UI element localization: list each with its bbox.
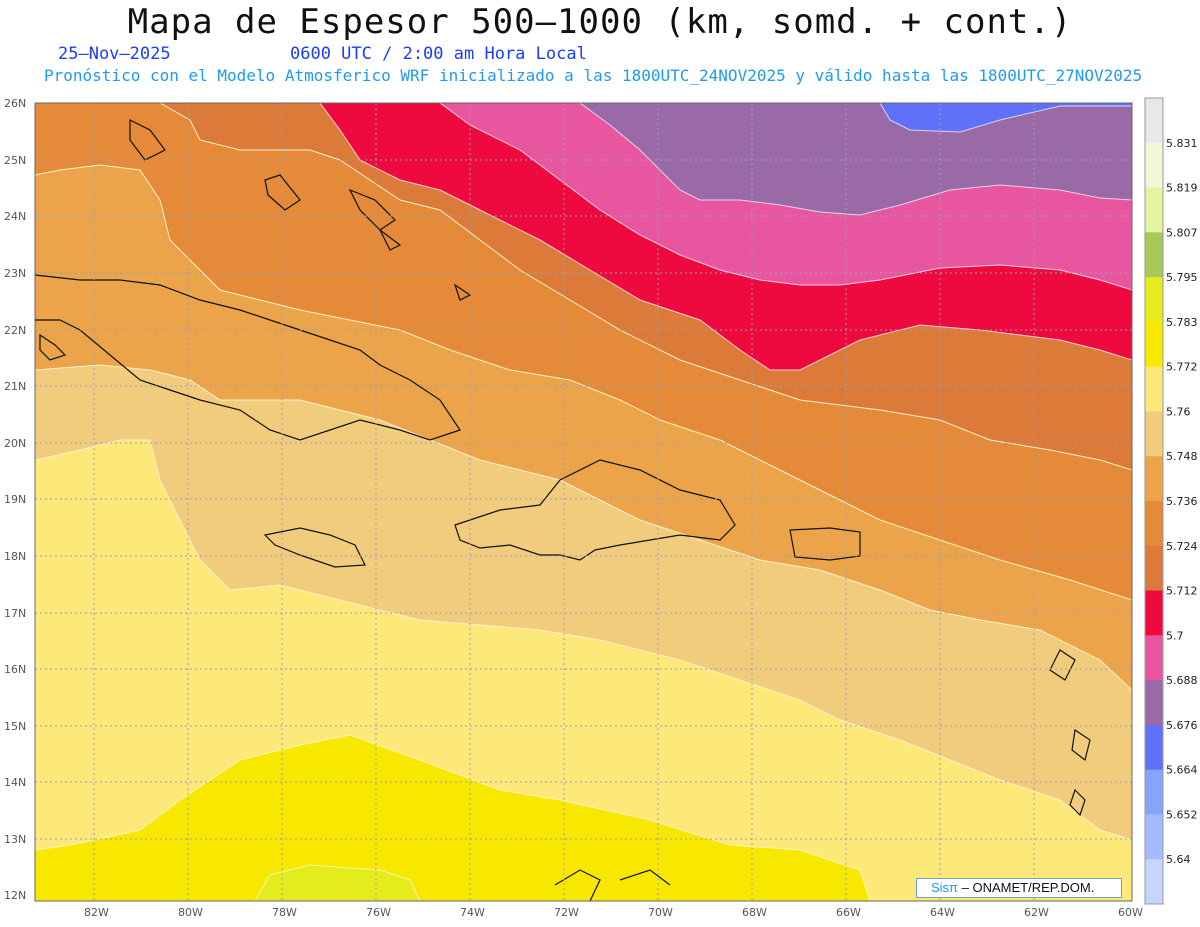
bahamas-coast xyxy=(264,174,472,301)
map-fill xyxy=(35,103,1132,901)
lon-label: 72W xyxy=(554,906,579,919)
colorbar-swatch xyxy=(1145,590,1163,636)
colorbar-swatch xyxy=(1145,769,1163,815)
model-subtitle: Pronóstico con el Modelo Atmosferico WRF… xyxy=(44,66,1143,85)
lon-label: 74W xyxy=(460,906,485,919)
colorbar-label: 5.7 xyxy=(1166,629,1184,642)
lon-label: 66W xyxy=(836,906,861,919)
colorbar-swatch xyxy=(1145,366,1163,412)
colorbar-label: 5.676 xyxy=(1166,719,1198,732)
lon-label: 78W xyxy=(272,906,297,919)
jamaica-coast xyxy=(263,527,366,568)
colorbar-label: 5.64 xyxy=(1166,853,1191,866)
colorbar-label: 5.664 xyxy=(1166,764,1198,777)
lat-label: 17N xyxy=(4,607,26,620)
lat-label: 15N xyxy=(4,720,26,733)
band-5795 xyxy=(254,864,421,901)
lon-label: 70W xyxy=(648,906,673,919)
south-america-coast xyxy=(554,869,671,901)
lat-label: 25N xyxy=(4,154,26,167)
colorbar-label: 5.819 xyxy=(1166,182,1198,195)
lat-label: 19N xyxy=(4,493,26,506)
lat-label: 13N xyxy=(4,833,26,846)
lat-label: 20N xyxy=(4,437,26,450)
credit-sis: Sisπ xyxy=(931,880,959,895)
coastlines xyxy=(35,119,1091,901)
lon-axis: 82W 80W 78W 76W 74W 72W 70W 68W 66W 64W … xyxy=(84,906,1143,919)
colorbar-label: 5.748 xyxy=(1166,450,1198,463)
colorbar: 5.831 5.819 5.807 5.795 5.783 5.772 5.76 5.748 5… xyxy=(1144,97,1198,905)
colorbar-label: 5.795 xyxy=(1166,271,1198,284)
colorbar-label: 5.652 xyxy=(1166,808,1198,821)
colorbar-label: 5.831 xyxy=(1166,137,1198,150)
map-title: Mapa de Espesor 500–1000 (km, somd. + co… xyxy=(127,2,1073,42)
colorbar-swatch xyxy=(1145,501,1163,547)
colorbar-swatch xyxy=(1145,142,1163,189)
lat-label: 22N xyxy=(4,324,26,337)
colorbar-label: 5.688 xyxy=(1166,674,1198,687)
colorbar-swatch xyxy=(1145,232,1163,278)
lon-label: 80W xyxy=(178,906,203,919)
band-5676 xyxy=(579,103,1132,216)
colorbar-swatch xyxy=(1145,411,1163,457)
lat-label: 16N xyxy=(4,663,26,676)
lat-axis: 26N 25N 24N 23N 22N 21N 20N 19N 18N 17N … xyxy=(4,97,26,902)
colorbar-label: 5.736 xyxy=(1166,495,1198,508)
colorbar-swatch xyxy=(1145,187,1163,233)
colorbar-swatch xyxy=(1145,277,1163,323)
colorbar-label: 5.712 xyxy=(1166,585,1198,598)
lat-label: 21N xyxy=(4,380,26,393)
lat-label: 26N xyxy=(4,97,26,110)
colorbar-swatch xyxy=(1145,545,1163,592)
band-5664 xyxy=(879,103,1132,133)
colorbar-label: 5.772 xyxy=(1166,361,1198,374)
forecast-time: 0600 UTC / 2:00 am Hora Local xyxy=(290,44,587,64)
colorbar-label: 5.76 xyxy=(1166,405,1191,418)
lat-label: 23N xyxy=(4,267,26,280)
lon-label: 62W xyxy=(1024,906,1049,919)
colorbar-label: 5.807 xyxy=(1166,226,1198,239)
credit-box: Sisπ – ONAMET/REP.DOM. xyxy=(916,878,1122,898)
colorbar-swatch xyxy=(1145,814,1163,860)
colorbar-label: 5.724 xyxy=(1166,540,1198,553)
map-frame xyxy=(34,102,1133,902)
isla-juventud-coast xyxy=(39,333,67,361)
colorbar-label: 5.783 xyxy=(1166,316,1198,329)
hispaniola-coast xyxy=(454,459,736,561)
lat-label: 12N xyxy=(4,889,26,902)
florida-coast xyxy=(129,119,166,161)
colorbar-swatch xyxy=(1145,321,1163,368)
lon-label: 60W xyxy=(1118,906,1143,919)
lon-label: 64W xyxy=(930,906,955,919)
lon-label: 76W xyxy=(366,906,391,919)
colorbar-frame xyxy=(1144,97,1164,905)
colorbar-swatch xyxy=(1145,635,1163,681)
martinique-coast xyxy=(1071,728,1091,762)
forecast-date: 25–Nov–2025 xyxy=(58,44,171,64)
colorbar-swatch xyxy=(1145,724,1163,771)
lat-label: 14N xyxy=(4,776,26,789)
lon-label: 68W xyxy=(742,906,767,919)
guadeloupe-coast xyxy=(1049,649,1076,681)
colorbar-swatch xyxy=(1145,456,1163,502)
lon-label: 82W xyxy=(84,906,109,919)
lat-label: 18N xyxy=(4,550,26,563)
lat-label: 24N xyxy=(4,210,26,223)
credit-org: – ONAMET/REP.DOM. xyxy=(961,880,1095,895)
colorbar-swatch xyxy=(1145,680,1163,726)
colorbar-swatch xyxy=(1145,98,1163,144)
cuba-coast xyxy=(35,274,461,441)
graticule xyxy=(35,103,1132,901)
saint-lucia-coast xyxy=(1069,788,1086,817)
colorbar-swatch xyxy=(1145,859,1163,905)
